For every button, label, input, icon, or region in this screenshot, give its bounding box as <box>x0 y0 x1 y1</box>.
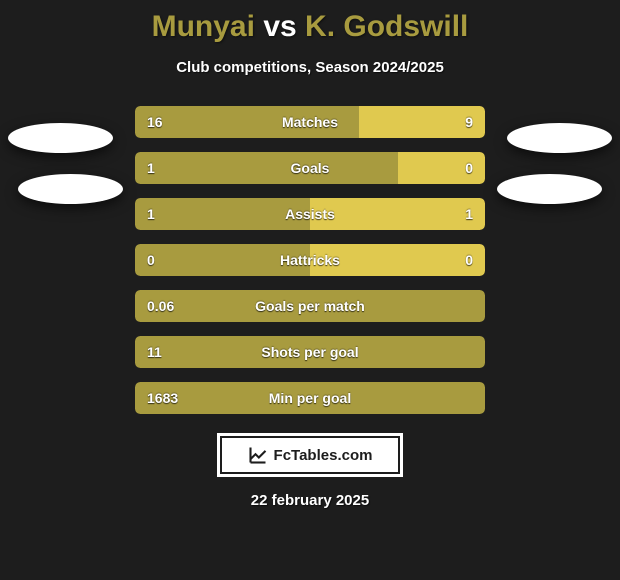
stat-row: 16Matches9 <box>135 106 485 138</box>
stat-row: 1Assists1 <box>135 198 485 230</box>
stat-row: 1Goals0 <box>135 152 485 184</box>
row-overlay: 1Assists1 <box>135 198 485 230</box>
stat-row: 11Shots per goal <box>135 336 485 368</box>
branding-badge: FcTables.com <box>220 436 400 474</box>
metric-label: Hattricks <box>135 252 485 268</box>
comparison-bars: 16Matches9 1Goals0 1Assists1 0Hattricks0 0.0… <box>135 106 485 414</box>
chart-icon <box>248 445 268 465</box>
metric-label: Goals per match <box>135 298 485 314</box>
stat-row: 1683Min per goal <box>135 382 485 414</box>
vs-text: vs <box>263 10 296 43</box>
player2-club-logo <box>507 123 612 153</box>
stat-row: 0.06Goals per match <box>135 290 485 322</box>
metric-label: Min per goal <box>135 390 485 406</box>
player1-club-logo <box>8 123 113 153</box>
metric-label: Assists <box>135 206 485 222</box>
row-overlay: 1683Min per goal <box>135 382 485 414</box>
player1-name: Munyai <box>152 10 255 43</box>
metric-label: Matches <box>135 114 485 130</box>
player2-flag <box>497 174 602 204</box>
player1-flag <box>18 174 123 204</box>
row-overlay: 1Goals0 <box>135 152 485 184</box>
stat-row: 0Hattricks0 <box>135 244 485 276</box>
comparison-title: Munyai vs K. Godswill <box>0 0 620 44</box>
branding-text: FcTables.com <box>274 447 373 464</box>
row-overlay: 16Matches9 <box>135 106 485 138</box>
subtitle: Club competitions, Season 2024/2025 <box>0 59 620 76</box>
row-overlay: 0.06Goals per match <box>135 290 485 322</box>
row-overlay: 11Shots per goal <box>135 336 485 368</box>
row-overlay: 0Hattricks0 <box>135 244 485 276</box>
date-text: 22 february 2025 <box>0 492 620 509</box>
metric-label: Goals <box>135 160 485 176</box>
player2-name: K. Godswill <box>305 10 468 43</box>
metric-label: Shots per goal <box>135 344 485 360</box>
